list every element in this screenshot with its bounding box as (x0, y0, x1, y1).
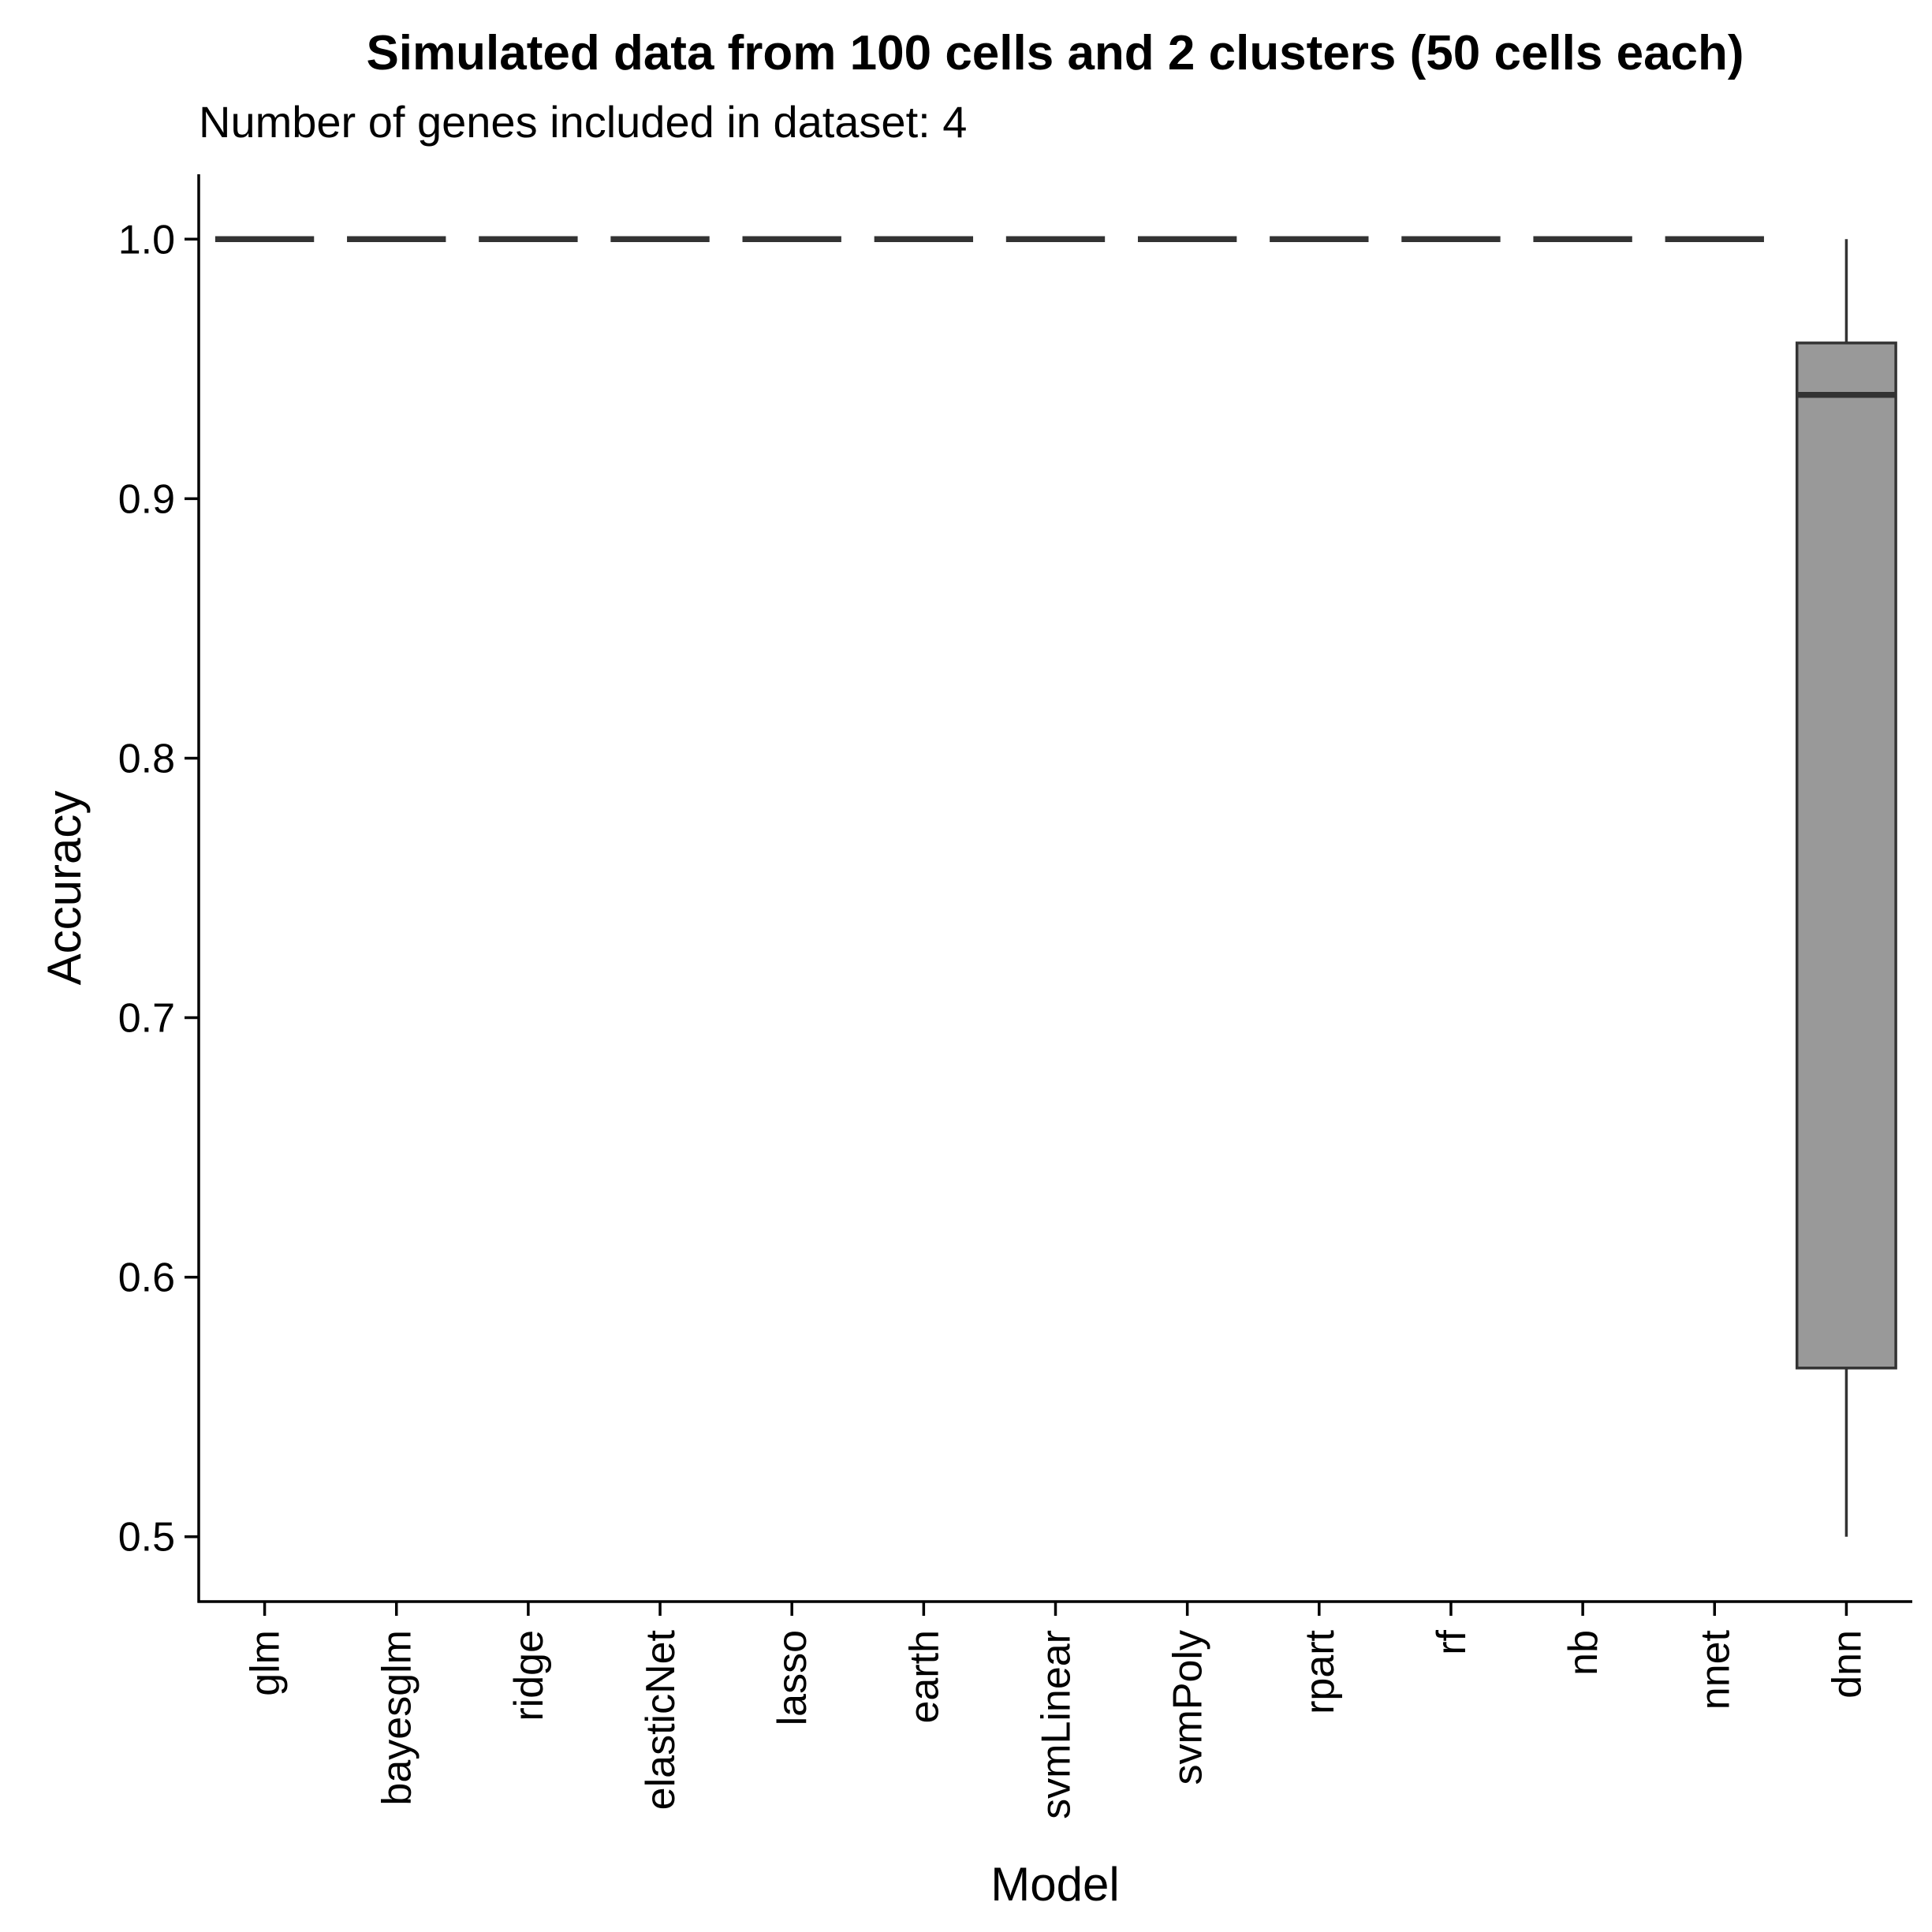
chart-title: Simulated data from 100 cells and 2 clus… (366, 26, 1744, 80)
x-tick-label-nb: nb (1561, 1630, 1606, 1676)
chart-subtitle: Number of genes included in dataset: 4 (199, 97, 967, 147)
x-axis-title: Model (990, 1858, 1119, 1911)
box-body-dnn (1795, 341, 1897, 1370)
y-tick-label-1.0: 1.0 (118, 217, 175, 263)
y-tick-label-0.7: 0.7 (118, 996, 175, 1042)
y-tick-label-0.6: 0.6 (118, 1255, 175, 1301)
x-tick-label-earth: earth (901, 1630, 947, 1724)
box-dnn (1795, 239, 1897, 1537)
plot-area (214, 236, 1897, 1537)
x-tick-label-dnn: dnn (1824, 1630, 1870, 1699)
x-tick-label-bayesglm: bayesglm (375, 1630, 420, 1806)
y-tick-label-0.8: 0.8 (118, 736, 175, 781)
x-tick-label-rf: rf (1429, 1629, 1475, 1654)
x-tick-label-elasticnet: elasticNet (638, 1629, 684, 1810)
y-tick-label-0.9: 0.9 (118, 476, 175, 522)
x-tick-label-rpart: rpart (1297, 1629, 1343, 1714)
x-tick-label-glm: glm (243, 1630, 289, 1696)
y-tick-label-0.5: 0.5 (118, 1515, 175, 1561)
x-tick-label-ridge: ridge (506, 1630, 552, 1721)
axes: 0.5 0.6 0.7 0.8 0.9 1.0 glm bayesglm ridge elasti… (118, 174, 1912, 1819)
x-tick-label-nnet: nnet (1692, 1629, 1738, 1710)
x-tick-label-svmpoly: svmPoly (1166, 1630, 1211, 1785)
x-tick-label-svmlinear: svmLinear (1034, 1630, 1080, 1819)
x-tick-label-lasso: lasso (770, 1630, 815, 1725)
y-axis-title: Accuracy (38, 791, 91, 986)
